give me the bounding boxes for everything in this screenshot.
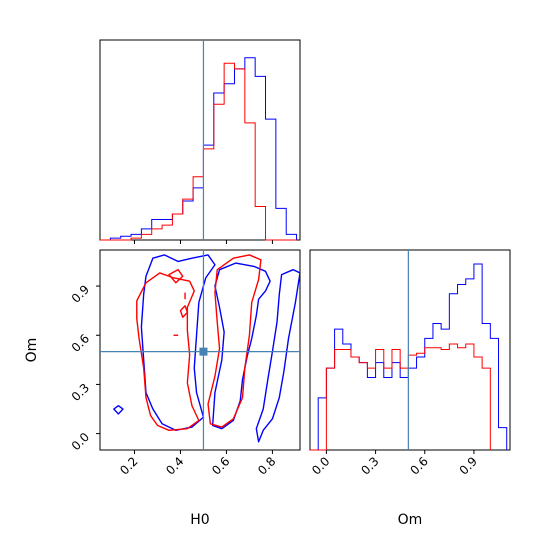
hist-om-tick-label: 0.3 xyxy=(358,454,381,477)
panel-hist-h0 xyxy=(99,39,301,244)
contour-red-2 xyxy=(168,268,184,284)
contour-truth-marker xyxy=(199,347,208,356)
contour-y-ticks: 0.0 0.3 0.6 0.9 xyxy=(69,282,100,453)
contour-x-tick-label: 0.4 xyxy=(163,454,186,477)
contour-blue-1 xyxy=(211,262,271,430)
contour-y-tick-label: 0.3 xyxy=(69,381,92,404)
contour-lines-group xyxy=(113,254,300,443)
contour-red-3 xyxy=(179,305,189,318)
hist-om-x-ticks: 0.0 0.3 0.6 0.9 xyxy=(309,450,480,478)
hist-h0-x-ticks xyxy=(133,240,273,244)
contour-x-tick-label: 0.6 xyxy=(209,454,232,477)
x-axis-label-om: Om xyxy=(398,512,423,528)
x-axis-label-h0: H0 xyxy=(190,512,209,528)
hist-om-red-series xyxy=(310,343,491,451)
contour-x-ticks: 0.2 0.4 0.6 0.8 xyxy=(117,450,279,478)
panel-hist-om: 0.0 0.3 0.6 0.9 Om xyxy=(309,249,511,528)
panel-contour-h0-om: 0.2 0.4 0.6 0.8 0.0 0.3 0.6 0.9 H0 Om xyxy=(24,249,301,528)
contour-blue-2 xyxy=(255,268,300,443)
contour-y-tick-label: 0.0 xyxy=(69,430,92,453)
contour-series-layer xyxy=(113,254,300,443)
contour-blue-3 xyxy=(113,405,124,415)
hist-om-tick-label: 0.9 xyxy=(457,454,480,477)
panel-hist-h0-frame xyxy=(99,39,301,241)
contour-y-tick-label: 0.9 xyxy=(69,282,92,305)
contour-red-1 xyxy=(207,254,262,428)
hist-h0-red-series xyxy=(100,62,297,241)
hist-om-tick-label: 0.0 xyxy=(309,454,332,477)
contour-y-tick-label: 0.6 xyxy=(69,331,92,354)
hist-om-tick-label: 0.6 xyxy=(407,454,430,477)
contour-x-tick-label: 0.8 xyxy=(255,454,278,477)
contour-x-tick-label: 0.2 xyxy=(117,454,140,477)
y-axis-label-om: Om xyxy=(24,338,40,363)
